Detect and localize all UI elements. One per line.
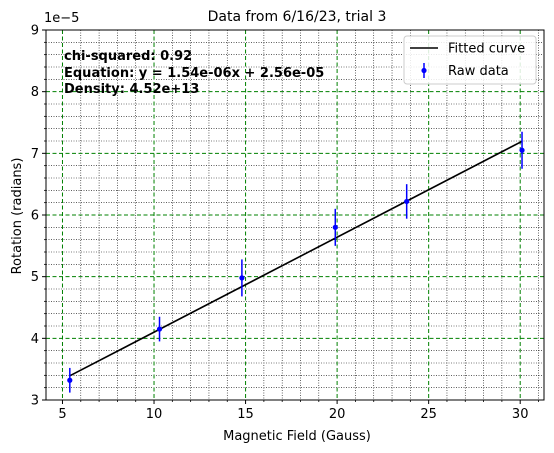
x-tick-label: 20: [329, 407, 346, 422]
annotation-density: Density: 4.52e+13: [64, 82, 199, 97]
data-point: [404, 198, 410, 205]
y-tick-label: 6: [31, 209, 39, 224]
fit-layer: [69, 140, 523, 377]
x-axis-label: Magnetic Field (Gauss): [223, 429, 371, 444]
data-point: [67, 377, 73, 383]
major-grid: [46, 30, 544, 400]
data-point: [519, 147, 525, 153]
x-tick-label: 5: [58, 407, 66, 422]
chart-title: Data from 6/16/23, trial 3: [208, 9, 387, 25]
data-layer: [67, 131, 525, 393]
legend: Fitted curve Raw data: [403, 35, 537, 85]
legend-label-raw-data: Raw data: [448, 64, 509, 79]
y-tick-label: 3: [31, 394, 39, 409]
y-tick-label: 9: [31, 24, 39, 39]
y-tick-label: 7: [31, 147, 39, 162]
axis-tick-labels: 5 10 15 20 25 30 3 4 5 6 7 8 9: [31, 24, 529, 423]
y-tick-label: 8: [31, 85, 39, 100]
y-axis-label: Rotation (radians): [10, 158, 25, 275]
fitted-curve-line: [69, 140, 523, 377]
legend-label-fitted-curve: Fitted curve: [448, 42, 525, 57]
annotation-equation: Equation: y = 1.54e-06x + 2.56e-05: [64, 66, 324, 81]
axis-ticks: [42, 29, 539, 404]
x-tick-label: 10: [146, 407, 163, 422]
y-tick-label: 4: [31, 332, 39, 347]
legend-marker: [421, 67, 427, 74]
data-point: [156, 326, 163, 332]
annotation-chi-squared: chi-squared: 0.92: [64, 49, 192, 64]
y-offset-label: 1e−5: [44, 11, 79, 26]
x-tick-label: 25: [420, 407, 437, 422]
y-tick-label: 5: [31, 270, 39, 285]
data-point: [332, 224, 338, 230]
data-point: [239, 275, 245, 281]
x-tick-label: 30: [512, 407, 529, 422]
x-tick-label: 15: [237, 407, 254, 422]
